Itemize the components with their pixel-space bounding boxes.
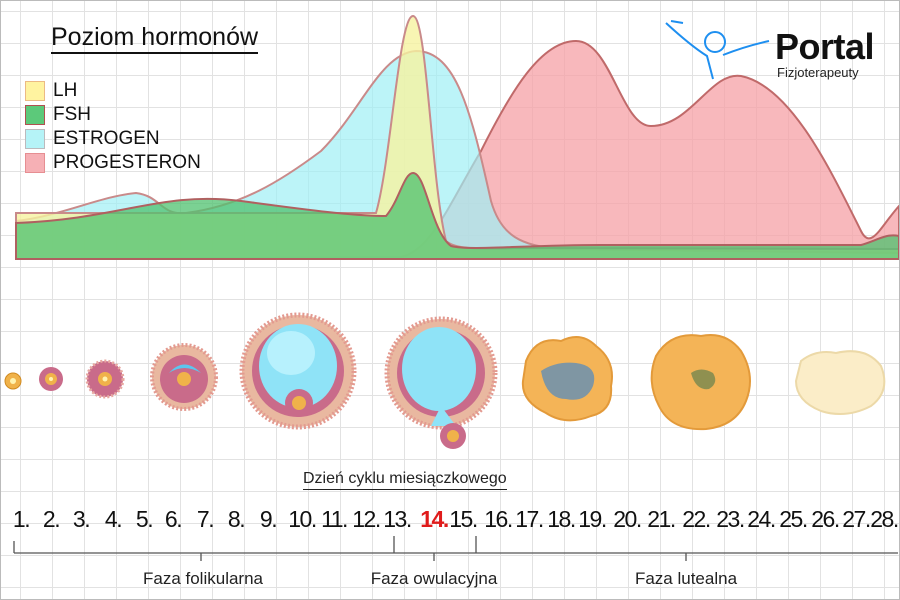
person-arms-raised-icon bbox=[665, 20, 770, 80]
chart-title: Poziom hormonów bbox=[51, 23, 259, 54]
day-label: 2. bbox=[42, 506, 61, 532]
legend: LH FSH ESTROGEN PROGESTERON bbox=[25, 79, 201, 175]
legend-label: ESTROGEN bbox=[53, 128, 160, 149]
legend-label: LH bbox=[53, 80, 78, 101]
legend-swatch bbox=[25, 129, 45, 149]
day-label: 16. bbox=[484, 506, 513, 532]
progesterone-curve bbox=[15, 39, 899, 260]
phase-luteal: Faza lutealna bbox=[634, 569, 738, 588]
legend-item-fsh: FSH bbox=[25, 103, 201, 127]
day-label: 19. bbox=[578, 506, 607, 532]
day-label: 26. bbox=[811, 506, 840, 532]
day-label: 14. bbox=[420, 506, 449, 532]
day-label: 20. bbox=[613, 506, 642, 532]
day-label: 6. bbox=[164, 506, 183, 532]
day-label: 11. bbox=[321, 506, 348, 532]
phase-follicular: Faza folikularna bbox=[142, 569, 264, 588]
day-label: 3. bbox=[72, 506, 91, 532]
follicle-secondary bbox=[85, 359, 125, 399]
legend-label: FSH bbox=[53, 104, 91, 125]
legend-item-lh: LH bbox=[25, 79, 201, 103]
logo-text: Portal bbox=[775, 26, 875, 67]
corpus-luteum bbox=[521, 336, 613, 422]
portal-logo: Portal Fizjoterapeuty bbox=[775, 26, 875, 81]
day-label: 13. bbox=[383, 506, 412, 532]
day-label: 12. bbox=[352, 506, 381, 532]
legend-item-progesteron: PROGESTERON bbox=[25, 151, 201, 175]
legend-swatch bbox=[25, 81, 45, 101]
day-label: 5. bbox=[135, 506, 154, 532]
day-label: 10. bbox=[288, 506, 317, 532]
legend-label: PROGESTERON bbox=[53, 152, 201, 173]
day-label: 21. bbox=[647, 506, 676, 532]
day-label: 28. bbox=[870, 506, 899, 532]
day-label: 1. bbox=[12, 506, 31, 532]
corpus-luteum-mature bbox=[650, 334, 751, 431]
day-label: 24. bbox=[747, 506, 776, 532]
day-label: 9. bbox=[259, 506, 278, 532]
phase-bracket bbox=[13, 536, 898, 561]
axis-title: Dzień cyklu miesiączkowego bbox=[303, 469, 507, 490]
day-label: 8. bbox=[227, 506, 246, 532]
day-label: 22. bbox=[682, 506, 711, 532]
logo-subtext: Fizjoterapeuty bbox=[777, 65, 859, 80]
corpus-albicans bbox=[794, 350, 886, 416]
follicle-primordial bbox=[4, 372, 22, 390]
follicle-graafian bbox=[239, 312, 357, 430]
day-label: 7. bbox=[196, 506, 215, 532]
phase-ovulatory: Faza owulacyjna bbox=[370, 569, 498, 588]
legend-item-estrogen: ESTROGEN bbox=[25, 127, 201, 151]
day-label: 27. bbox=[842, 506, 871, 532]
day-label: 18. bbox=[547, 506, 576, 532]
fsh-curve bbox=[15, 171, 899, 260]
follicle-ovulation bbox=[384, 316, 498, 449]
day-label: 25. bbox=[779, 506, 808, 532]
follicle-primary bbox=[39, 367, 63, 391]
day-label: 23. bbox=[716, 506, 745, 532]
legend-swatch bbox=[25, 105, 45, 125]
follicle-antral-early bbox=[150, 343, 218, 411]
day-label: 15. bbox=[449, 506, 478, 532]
legend-swatch bbox=[25, 153, 45, 173]
day-label: 4. bbox=[104, 506, 123, 532]
day-label: 17. bbox=[515, 506, 544, 532]
